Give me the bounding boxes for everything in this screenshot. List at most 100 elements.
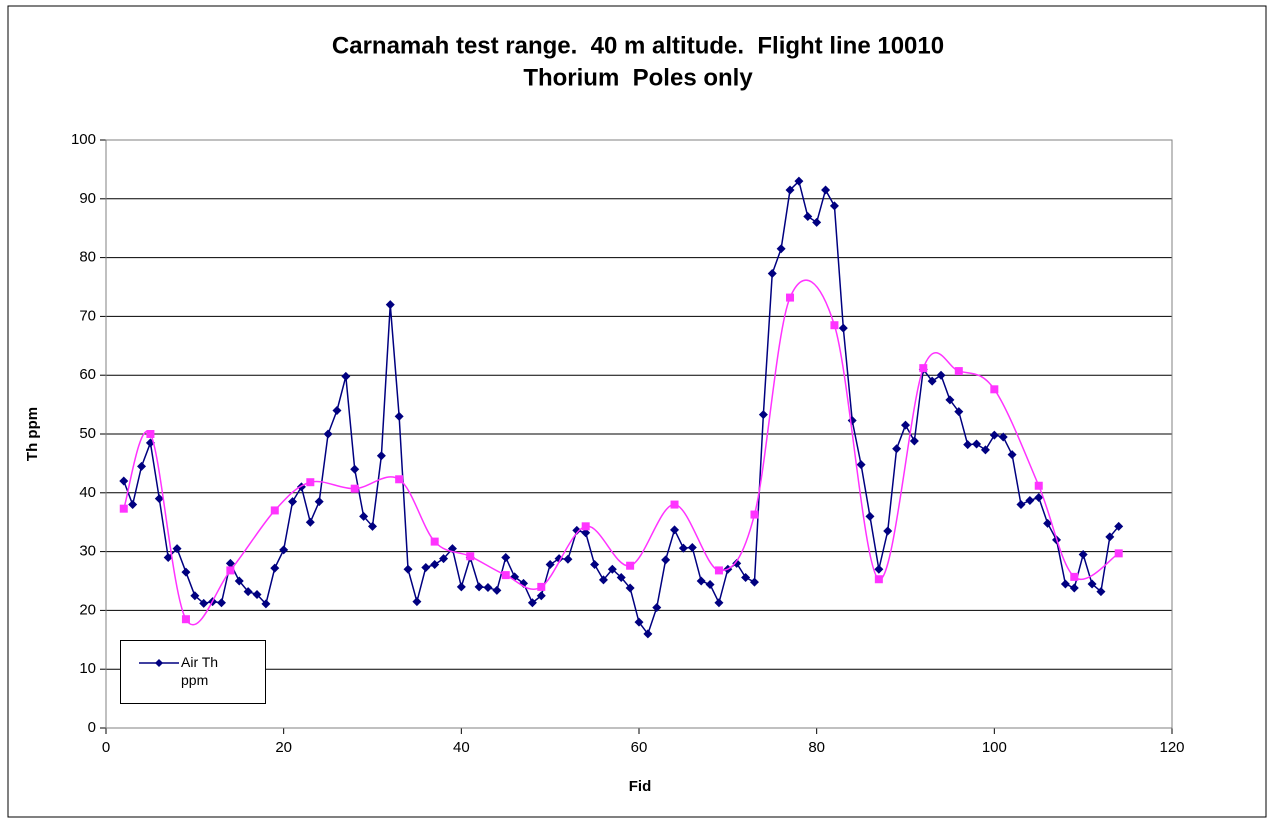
data-point [670,500,679,509]
legend-marker [155,659,163,667]
data-point [626,561,635,570]
y-tick-label: 40 [79,484,96,501]
data-point [1070,572,1079,581]
data-point [430,537,439,546]
data-point [466,552,475,561]
data-point [306,478,315,487]
data-point [261,599,271,609]
chart-title: Carnamah test range. 40 m altitude. Flig… [332,32,944,59]
data-point [945,395,955,405]
data-point [927,376,937,386]
data-point [1096,587,1106,597]
data-point [714,566,723,575]
data-point [119,476,129,486]
data-point [830,321,839,330]
data-point [1114,521,1124,531]
data-point [749,577,759,587]
data-point [581,528,591,538]
data-point [314,497,324,507]
chart-subtitle: Thorium Poles only [523,64,753,91]
data-point [590,560,600,570]
data-point [714,598,724,608]
data-point [812,217,822,227]
data-point [794,176,804,186]
data-point [990,385,999,394]
y-axis-label: Th ppm [24,407,41,461]
data-point [705,580,715,590]
data-point [1114,549,1123,558]
data-point [368,521,377,531]
data-point [980,445,990,455]
data-point [785,185,795,195]
data-point [821,185,831,195]
data-point [119,504,128,513]
data-point [492,585,502,595]
x-tick-label: 0 [102,739,110,756]
data-point [216,598,226,608]
data-point [741,572,751,582]
data-point [954,367,963,376]
data-point [803,211,813,221]
data-point [350,464,360,474]
y-tick-label: 30 [79,543,96,560]
data-point [634,617,644,627]
data-point [394,411,404,421]
data-point [430,560,440,570]
data-point [732,558,742,568]
data-point [972,439,982,449]
data-point [403,564,413,574]
data-point [1105,532,1115,542]
data-point [670,525,680,535]
data-point [181,567,191,577]
data-point [767,268,777,278]
data-point [536,591,546,601]
data-point [545,560,555,570]
data-point [1007,450,1017,460]
legend-label: Air Th ppm [181,654,219,688]
data-point [829,201,839,211]
data-point [474,582,484,592]
data-point [456,582,466,592]
data-point [572,525,582,535]
data-point [1078,550,1088,560]
data-point [412,597,422,607]
data-point [270,563,280,573]
data-point [439,554,449,564]
data-point [1069,583,1079,593]
data-point [527,598,537,608]
data-point [395,475,404,484]
data-point [901,420,910,430]
x-tick-label: 80 [808,739,825,756]
data-point [501,552,511,562]
data-point [288,497,298,507]
data-point [1034,481,1043,490]
y-tick-label: 10 [79,660,96,677]
y-tick-label: 100 [71,131,96,148]
data-point [1025,495,1035,505]
data-point [954,407,964,417]
x-axis-label: Fid [629,778,652,795]
y-tick-label: 70 [79,307,96,324]
data-point [865,511,875,521]
data-point [758,410,768,420]
data-point [501,571,510,580]
data-point [563,554,573,564]
data-point [963,440,973,450]
data-point [137,461,147,471]
data-point [581,522,590,531]
data-point [225,558,235,568]
data-point [874,575,883,584]
data-point [678,543,688,553]
y-tick-label: 80 [79,249,96,266]
legend-swatch [139,659,179,667]
data-point [652,602,662,612]
data-point [1043,518,1053,528]
data-point [616,572,626,582]
data-point [687,542,697,552]
data-point [643,629,653,639]
data-point [1034,493,1044,503]
x-tick-label: 40 [453,739,470,756]
data-point [305,517,315,527]
data-point [332,405,342,415]
